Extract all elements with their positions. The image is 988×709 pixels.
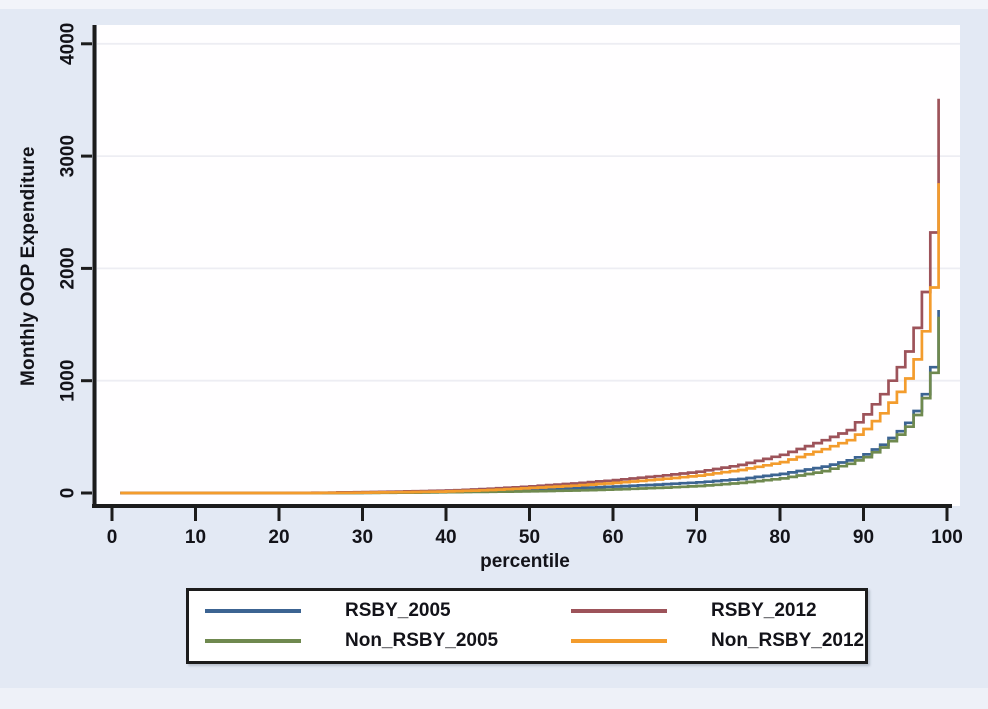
x-tick-label-80: 80 xyxy=(769,527,790,548)
y-tick-label-2000: 2000 xyxy=(58,247,79,289)
x-tick-label-10: 10 xyxy=(185,527,206,548)
x-tick-label-30: 30 xyxy=(352,527,373,548)
legend-item-Non_RSBY_2012: Non_RSBY_2012 xyxy=(571,630,865,652)
bottom-strip xyxy=(0,688,988,709)
x-tick-label-100: 100 xyxy=(931,527,963,548)
x-tick-label-20: 20 xyxy=(268,527,289,548)
legend-swatch-RSBY_2012 xyxy=(571,608,667,613)
legend-item-RSBY_2012: RSBY_2012 xyxy=(571,600,865,622)
legend-swatch-Non_RSBY_2012 xyxy=(571,639,667,644)
legend: RSBY_2005 RSBY_2012 Non_RSBY_2005 Non_RSBY_… xyxy=(186,588,868,664)
x-tick-label-50: 50 xyxy=(519,527,540,548)
x-tick-label-70: 70 xyxy=(686,527,707,548)
legend-item-Non_RSBY_2005: Non_RSBY_2005 xyxy=(205,630,571,652)
top-strip xyxy=(0,0,988,9)
legend-label: Non_RSBY_2012 xyxy=(711,630,865,652)
series-line-Non_RSBY_2012 xyxy=(120,183,940,495)
y-tick-label-3000: 3000 xyxy=(58,135,79,177)
x-tick-label-90: 90 xyxy=(853,527,874,548)
legend-label: RSBY_2005 xyxy=(345,599,451,621)
x-tick-label-40: 40 xyxy=(435,527,456,548)
legend-label: RSBY_2012 xyxy=(711,599,817,621)
legend-item-RSBY_2005: RSBY_2005 xyxy=(205,600,571,622)
y-tick-label-4000: 4000 xyxy=(58,23,79,65)
y-axis-title: Monthly OOP Expenditure xyxy=(18,146,39,386)
legend-swatch-RSBY_2005 xyxy=(205,608,301,613)
y-tick-label-1000: 1000 xyxy=(58,360,79,402)
x-tick-label-0: 0 xyxy=(107,527,118,548)
x-tick-label-60: 60 xyxy=(602,527,623,548)
legend-swatch-Non_RSBY_2005 xyxy=(205,639,301,644)
plot-area xyxy=(97,25,960,506)
y-tick-label-0: 0 xyxy=(58,488,79,499)
x-axis-title: percentile xyxy=(480,551,570,572)
legend-label: Non_RSBY_2005 xyxy=(345,630,499,652)
